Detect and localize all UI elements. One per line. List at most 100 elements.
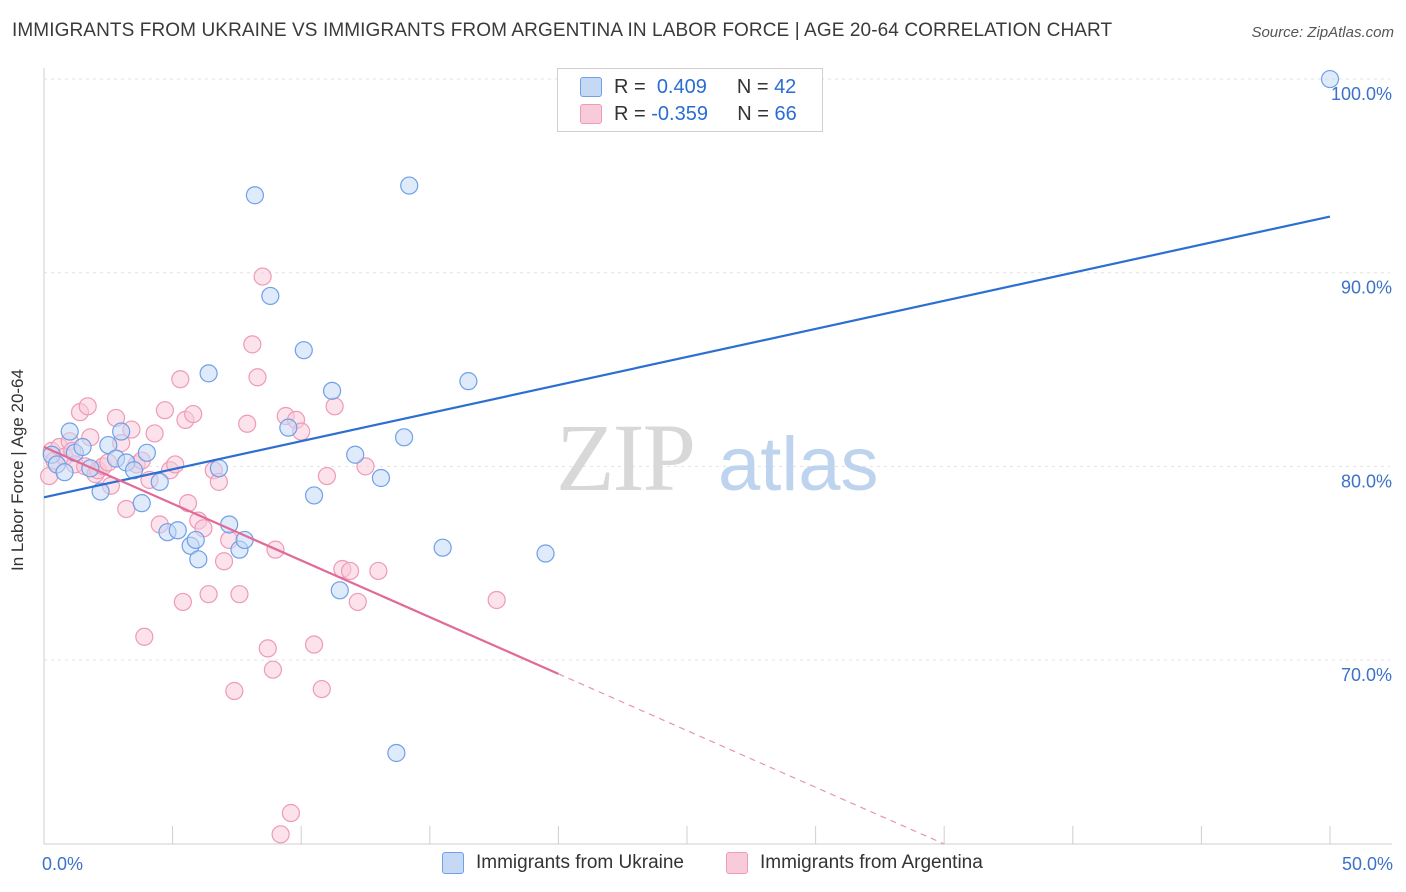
ukraine-point	[150, 472, 169, 491]
legend-r-label: R =	[614, 75, 646, 98]
ukraine-point	[279, 418, 298, 437]
argentina-point	[263, 660, 283, 679]
correlation-legend: R = 0.409 N = 42 R = -0.359 N = 66	[557, 68, 823, 132]
ukraine-point	[330, 581, 349, 600]
ukraine-point	[55, 463, 74, 482]
argentina-point	[78, 397, 97, 416]
argentina-point	[317, 466, 337, 486]
argentina-point	[487, 590, 506, 610]
ukraine-point	[261, 286, 280, 306]
series-legend-argentina[interactable]: Immigrants from Argentina	[726, 852, 983, 874]
ukraine-point	[60, 422, 79, 441]
legend-r-value-argentina: -0.359	[651, 102, 708, 125]
argentina-point	[225, 681, 244, 701]
argentina-point	[135, 627, 154, 646]
legend-n-value-argentina: 66	[774, 102, 797, 125]
y-tick-label: 90.0%	[1341, 278, 1392, 298]
legend-swatch-ukraine	[580, 77, 602, 97]
tick-labels: 70.0% 80.0% 90.0% 100.0% 0.0% 50.0%	[42, 84, 1393, 874]
ukraine-points	[42, 69, 1340, 763]
argentina-point	[117, 499, 136, 519]
source-label: Source: ZipAtlas.com	[1251, 24, 1394, 41]
argentina-point	[356, 457, 375, 476]
argentina-point	[271, 825, 290, 844]
series-swatch-ukraine	[442, 852, 464, 874]
series-label-argentina: Immigrants from Argentina	[760, 852, 983, 873]
ukraine-point	[294, 341, 313, 360]
ukraine-point	[371, 468, 391, 488]
argentina-point	[253, 267, 272, 286]
argentina-point	[281, 803, 301, 823]
argentina-point	[248, 368, 267, 387]
legend-row-ukraine: R = 0.409 N = 42	[580, 75, 796, 99]
ukraine-point	[209, 459, 228, 478]
ukraine-point	[132, 494, 151, 513]
ukraine-point	[168, 521, 187, 540]
ukraine-point	[245, 186, 265, 205]
ukraine-point	[536, 544, 555, 563]
argentina-point	[171, 370, 190, 389]
grid-lines	[44, 78, 1390, 661]
ukraine-point	[112, 422, 131, 441]
argentina-point	[325, 397, 344, 416]
legend-n-label: N =	[737, 102, 769, 125]
legend-row-argentina: R = -0.359 N = 66	[580, 102, 797, 126]
ukraine-trend-line	[43, 215, 1331, 499]
argentina-trend-extension	[558, 673, 945, 845]
ukraine-point	[91, 482, 110, 501]
legend-r-value-ukraine: 0.409	[656, 75, 707, 98]
y-tick-label: 100.0%	[1331, 84, 1392, 104]
argentina-point	[178, 494, 198, 513]
ukraine-point	[1320, 69, 1340, 89]
argentina-point	[340, 561, 360, 581]
argentina-point	[184, 404, 203, 424]
x-tick-label: 0.0%	[42, 854, 83, 874]
ukraine-point	[99, 435, 118, 455]
argentina-points	[40, 267, 506, 844]
series-swatch-argentina	[726, 852, 748, 874]
argentina-point	[348, 592, 367, 612]
ukraine-point	[199, 364, 218, 383]
y-tick-label: 80.0%	[1341, 471, 1392, 491]
watermark-atlas: atlas	[718, 422, 879, 507]
chart-title: IMMIGRANTS FROM UKRAINE VS IMMIGRANTS FR…	[12, 20, 1113, 41]
argentina-trend-line	[43, 445, 559, 675]
ukraine-point	[400, 176, 419, 195]
series-legend: Immigrants from Ukraine Immigrants from …	[0, 852, 1406, 878]
watermark-zip: ZIP	[556, 404, 694, 511]
argentina-point	[238, 414, 257, 433]
argentina-point	[243, 335, 262, 354]
argentina-point	[199, 585, 218, 604]
argentina-point	[214, 552, 234, 571]
argentina-point	[304, 635, 324, 654]
legend-n-value-ukraine: 42	[774, 75, 797, 98]
argentina-point	[155, 401, 174, 420]
argentina-point	[173, 592, 192, 612]
ukraine-point	[186, 530, 205, 550]
ukraine-point	[394, 428, 414, 447]
x-tick-label: 50.0%	[1342, 854, 1393, 874]
ukraine-point	[137, 443, 156, 462]
series-legend-ukraine[interactable]: Immigrants from Ukraine	[442, 852, 684, 874]
argentina-point	[230, 585, 249, 604]
argentina-point	[258, 639, 277, 658]
legend-r-label: R =	[614, 102, 646, 125]
ukraine-point	[459, 372, 478, 391]
argentina-point	[369, 561, 388, 581]
legend-swatch-argentina	[580, 104, 602, 124]
series-label-ukraine: Immigrants from Ukraine	[476, 852, 684, 873]
argentina-point	[312, 679, 331, 699]
ukraine-point	[189, 550, 208, 569]
trend-lines	[43, 215, 1331, 845]
legend-n-label: N =	[736, 75, 769, 98]
argentina-point	[145, 424, 164, 443]
ukraine-point	[322, 381, 342, 400]
y-tick-label: 70.0%	[1341, 665, 1392, 685]
watermark: ZIP atlas	[556, 404, 879, 511]
ukraine-point	[387, 743, 406, 763]
ukraine-point	[304, 486, 324, 505]
ukraine-point	[346, 445, 365, 464]
y-axis-label: In Labor Force | Age 20-64	[8, 369, 27, 571]
ukraine-point	[73, 437, 92, 457]
